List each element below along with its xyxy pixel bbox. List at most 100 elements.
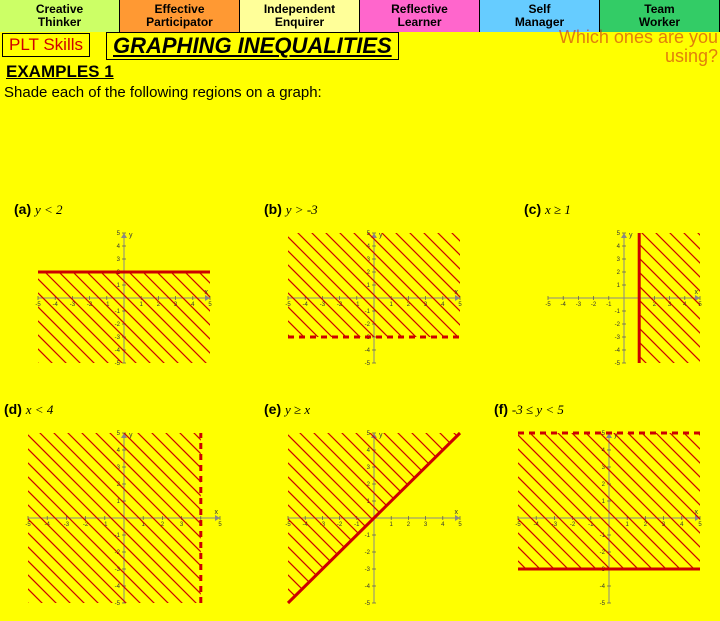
plt-skills-label: PLT Skills — [2, 33, 90, 57]
svg-text:5: 5 — [698, 302, 702, 308]
svg-text:5: 5 — [698, 522, 702, 528]
graph-svg-c: -5-5-4-4-3-3-2-2-1-11122334455xy — [534, 219, 714, 377]
graph-a: (a) y < 2-5-5-4-4-3-3-2-2-1-11122334455x… — [10, 201, 230, 381]
svg-text:3: 3 — [617, 257, 621, 263]
svg-text:5: 5 — [617, 231, 621, 237]
svg-text:y: y — [129, 232, 133, 239]
svg-text:3: 3 — [424, 522, 428, 528]
svg-text:x: x — [215, 509, 219, 516]
graph-b: (b) y > -3-5-5-4-4-3-3-2-2-1-11122334455… — [260, 201, 480, 381]
ghost-line2: using? — [665, 46, 718, 66]
svg-text:-1: -1 — [354, 522, 360, 528]
svg-text:5: 5 — [117, 431, 121, 437]
svg-text:-5: -5 — [515, 522, 521, 528]
svg-text:-4: -4 — [115, 348, 121, 354]
svg-text:-2: -2 — [615, 322, 621, 328]
ghost-line1: Which ones are you — [559, 27, 718, 47]
svg-text:-2: -2 — [591, 302, 597, 308]
svg-text:-3: -3 — [365, 567, 371, 573]
svg-text:3: 3 — [367, 465, 371, 471]
svg-text:-2: -2 — [365, 550, 371, 556]
svg-text:-4: -4 — [303, 302, 309, 308]
graph-c: (c) x ≥ 1-5-5-4-4-3-3-2-2-1-11122334455x… — [520, 201, 720, 381]
graph-label-f: (f) -3 ≤ y < 5 — [494, 401, 564, 418]
main-title: GRAPHING INEQUALITIES — [106, 32, 399, 60]
svg-text:3: 3 — [117, 257, 121, 263]
svg-text:5: 5 — [367, 431, 371, 437]
svg-text:-1: -1 — [104, 302, 110, 308]
svg-text:3: 3 — [180, 522, 184, 528]
svg-text:-3: -3 — [320, 302, 326, 308]
svg-text:-5: -5 — [545, 302, 551, 308]
instruction-text: Shade each of the following regions on a… — [4, 84, 720, 101]
ghost-text: Which ones are you using? — [559, 28, 718, 66]
svg-text:-3: -3 — [576, 302, 582, 308]
svg-text:2: 2 — [407, 522, 411, 528]
svg-text:-5: -5 — [115, 601, 121, 607]
svg-text:2: 2 — [602, 482, 606, 488]
svg-text:-4: -4 — [365, 584, 371, 590]
graph-svg-d: -5-5-4-4-3-3-2-2-1-11122334455xy — [14, 419, 234, 617]
svg-text:y: y — [629, 232, 633, 239]
svg-text:5: 5 — [117, 231, 121, 237]
graph-svg-a: -5-5-4-4-3-3-2-2-1-11122334455xy — [24, 219, 224, 377]
svg-text:-3: -3 — [115, 335, 121, 341]
svg-text:-2: -2 — [600, 550, 606, 556]
graph-svg-f: -5-5-4-4-3-3-2-2-1-11122334455xy — [504, 419, 714, 617]
svg-text:-2: -2 — [570, 522, 576, 528]
svg-text:y: y — [379, 432, 383, 439]
svg-text:5: 5 — [218, 522, 222, 528]
graph-svg-b: -5-5-4-4-3-3-2-2-1-11122334455xy — [274, 219, 474, 377]
graph-d: (d) x < 4-5-5-4-4-3-3-2-2-1-11122334455x… — [0, 401, 240, 621]
skill-reflective: ReflectiveLearner — [360, 0, 480, 32]
svg-text:1: 1 — [390, 522, 394, 528]
skill-creative: CreativeThinker — [0, 0, 120, 32]
skill-effective: EffectiveParticipator — [120, 0, 240, 32]
graph-label-d: (d) x < 4 — [4, 401, 53, 418]
svg-text:-1: -1 — [606, 302, 612, 308]
svg-text:4: 4 — [117, 448, 121, 454]
svg-text:1: 1 — [626, 522, 630, 528]
graph-label-b: (b) y > -3 — [264, 201, 318, 218]
svg-text:1: 1 — [617, 283, 621, 289]
svg-text:-4: -4 — [53, 302, 59, 308]
svg-text:-5: -5 — [365, 601, 371, 607]
svg-text:-5: -5 — [365, 361, 371, 367]
graph-label-a: (a) y < 2 — [14, 201, 63, 218]
svg-text:-1: -1 — [365, 533, 371, 539]
graph-svg-e: -5-5-4-4-3-3-2-2-1-11122334455xy — [274, 419, 474, 617]
graph-e: (e) y ≥ x-5-5-4-4-3-3-2-2-1-11122334455x… — [260, 401, 480, 621]
svg-text:-3: -3 — [70, 302, 76, 308]
svg-text:-5: -5 — [25, 522, 31, 528]
svg-text:1: 1 — [602, 499, 606, 505]
svg-text:-3: -3 — [115, 567, 121, 573]
svg-text:1: 1 — [140, 302, 144, 308]
svg-text:-4: -4 — [615, 348, 621, 354]
svg-text:4: 4 — [367, 448, 371, 454]
svg-text:x: x — [695, 289, 699, 296]
svg-text:1: 1 — [390, 302, 394, 308]
svg-text:-4: -4 — [115, 584, 121, 590]
svg-text:-5: -5 — [615, 361, 621, 367]
svg-text:-4: -4 — [365, 348, 371, 354]
svg-text:5: 5 — [458, 522, 462, 528]
graph-label-c: (c) x ≥ 1 — [524, 201, 571, 218]
svg-text:2: 2 — [617, 270, 621, 276]
svg-text:-1: -1 — [615, 309, 621, 315]
svg-text:-2: -2 — [115, 322, 121, 328]
svg-text:-4: -4 — [561, 302, 567, 308]
skill-independent: IndependentEnquirer — [240, 0, 360, 32]
svg-text:-2: -2 — [365, 322, 371, 328]
svg-text:x: x — [455, 509, 459, 516]
svg-text:5: 5 — [208, 302, 212, 308]
graph-label-e: (e) y ≥ x — [264, 401, 310, 418]
svg-text:-1: -1 — [102, 522, 108, 528]
svg-text:-5: -5 — [115, 361, 121, 367]
svg-text:-5: -5 — [600, 601, 606, 607]
svg-text:-1: -1 — [354, 302, 360, 308]
svg-text:5: 5 — [458, 302, 462, 308]
svg-text:4: 4 — [441, 522, 445, 528]
svg-text:-5: -5 — [285, 522, 291, 528]
svg-text:4: 4 — [617, 244, 621, 250]
svg-text:4: 4 — [117, 244, 121, 250]
